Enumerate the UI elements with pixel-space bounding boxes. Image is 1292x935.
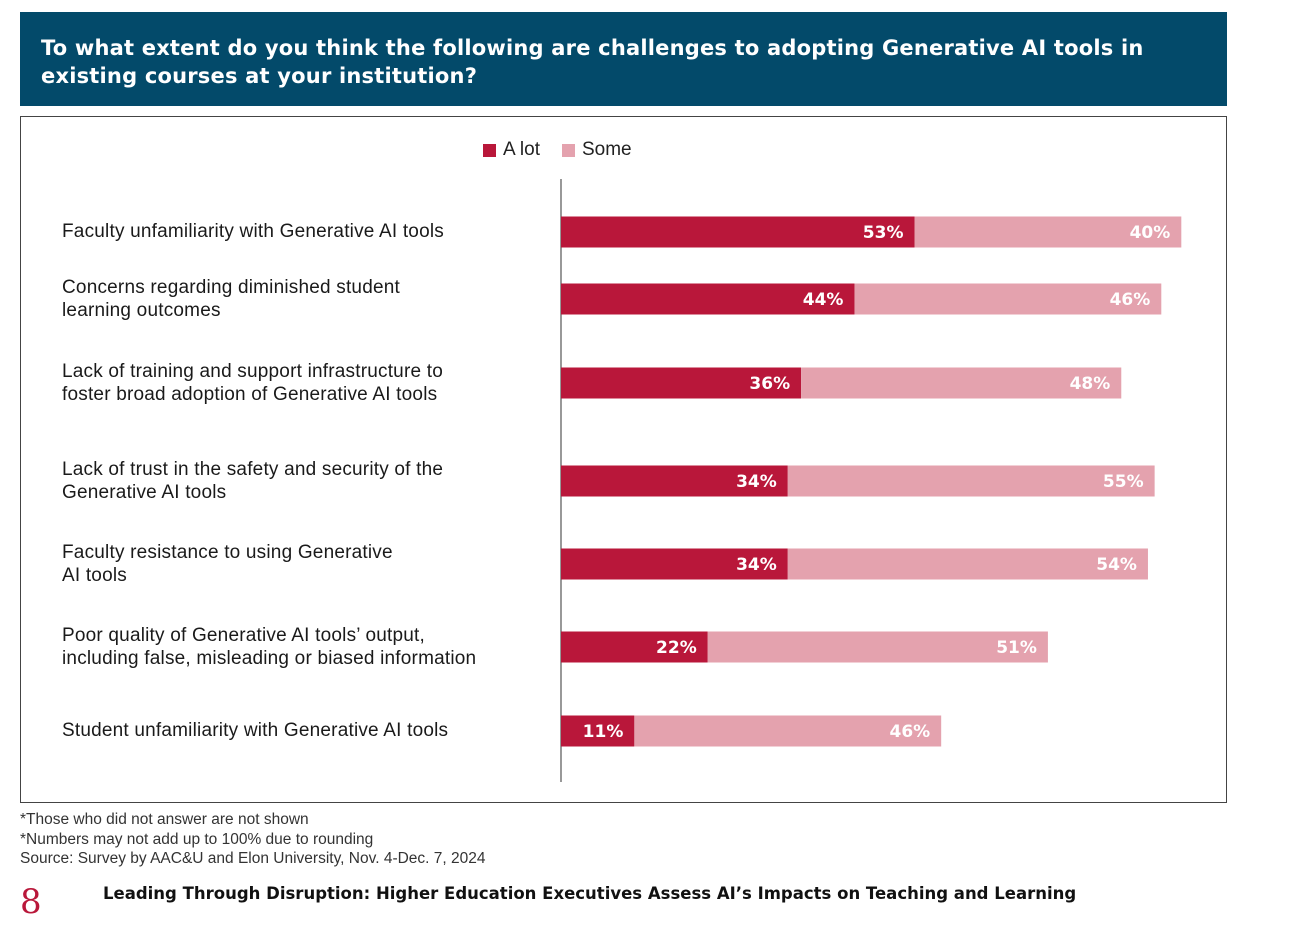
- category-label-line: Student unfamiliarity with Generative AI…: [62, 720, 449, 742]
- bar-some: [801, 367, 1122, 399]
- data-label-a-lot: 22%: [656, 638, 697, 658]
- bar-some: [787, 548, 1148, 580]
- bar-some: [854, 283, 1162, 315]
- legend-swatch-some: [561, 143, 575, 157]
- category-label: Student unfamiliarity with Generative AI…: [62, 719, 552, 743]
- data-label-a-lot: 34%: [736, 555, 777, 575]
- footnote-unanswered: *Those who did not answer are not shown: [20, 811, 309, 828]
- category-label: Lack of trust in the safety and security…: [62, 458, 552, 505]
- legend-label-a-lot: A lot: [503, 139, 540, 160]
- category-label-line: Faculty resistance to using Generative: [62, 541, 393, 563]
- category-label: Faculty resistance to using Generative AI…: [62, 541, 552, 588]
- category-label: Poor quality of Generative AI tools’ out…: [62, 624, 552, 671]
- bar-a-lot: [561, 367, 802, 399]
- legend-item-a-lot: A lot: [483, 139, 540, 161]
- bar-a-lot: [561, 715, 635, 747]
- data-label-a-lot: 53%: [863, 223, 904, 243]
- bar-a-lot: [561, 216, 915, 248]
- category-label-line: learning outcomes: [62, 300, 221, 321]
- data-label-some: 40%: [1130, 223, 1171, 243]
- footnotes: *Those who did not answer are not shown …: [20, 810, 486, 869]
- footnote-source: Source: Survey by AAC&U and Elon Univers…: [20, 850, 486, 867]
- category-label-line: Concerns regarding diminished student: [62, 276, 400, 298]
- report-title: Leading Through Disruption: Higher Educa…: [103, 884, 1077, 903]
- page-number: 8: [20, 882, 42, 922]
- legend-label-some: Some: [581, 139, 632, 160]
- data-label-some: 54%: [1096, 555, 1137, 575]
- bar-plot: 53% 40% 44% 46% 36% 48% 34% 55% 34% 54% 22% 51% 11% 4…: [560, 179, 1182, 782]
- category-label-line: Faculty unfamiliarity with Generative AI…: [62, 221, 444, 243]
- bar-some: [914, 216, 1182, 248]
- data-label-a-lot: 11%: [583, 722, 624, 742]
- bar-a-lot: [561, 283, 855, 315]
- category-label-line: Lack of training and support infrastruct…: [62, 360, 443, 382]
- category-label-line: Lack of trust in the safety and security…: [62, 458, 444, 480]
- bar-a-lot: [561, 548, 788, 580]
- chart-frame: A lot Some Faculty unfamiliarity with Ge…: [20, 116, 1227, 803]
- category-label-line: Generative AI tools: [62, 482, 227, 503]
- data-label-some: 48%: [1070, 374, 1111, 394]
- category-label: Lack of training and support infrastruct…: [62, 360, 552, 407]
- legend-item-some: Some: [561, 139, 632, 161]
- bar-a-lot: [561, 465, 788, 497]
- data-label-some: 46%: [1110, 290, 1151, 310]
- data-label-some: 55%: [1103, 472, 1144, 492]
- bar-some: [787, 465, 1155, 497]
- category-label-line: foster broad adoption of Generative AI t…: [62, 384, 438, 405]
- category-label: Faculty unfamiliarity with Generative AI…: [62, 220, 552, 244]
- category-label-line: AI tools: [62, 565, 127, 586]
- legend: A lot Some: [483, 139, 632, 161]
- bar-a-lot: [561, 631, 708, 663]
- category-label-line: Poor quality of Generative AI tools’ out…: [62, 624, 425, 646]
- data-label-some: 46%: [889, 722, 930, 742]
- legend-swatch-a-lot: [483, 143, 496, 157]
- data-label-some: 51%: [996, 638, 1037, 658]
- data-label-a-lot: 36%: [749, 374, 790, 394]
- bar-some: [707, 631, 1048, 663]
- data-label-a-lot: 34%: [736, 472, 777, 492]
- chart-title-bar: To what extent do you think the followin…: [20, 12, 1227, 106]
- category-label: Concerns regarding diminished student lea…: [62, 276, 552, 323]
- footnote-rounding: *Numbers may not add up to 100% due to r…: [20, 830, 374, 848]
- data-label-a-lot: 44%: [803, 290, 844, 310]
- bar-some: [634, 715, 942, 747]
- chart-title: To what extent do you think the followin…: [41, 36, 1144, 88]
- category-label-line: including false, misleading or biased in…: [62, 648, 477, 669]
